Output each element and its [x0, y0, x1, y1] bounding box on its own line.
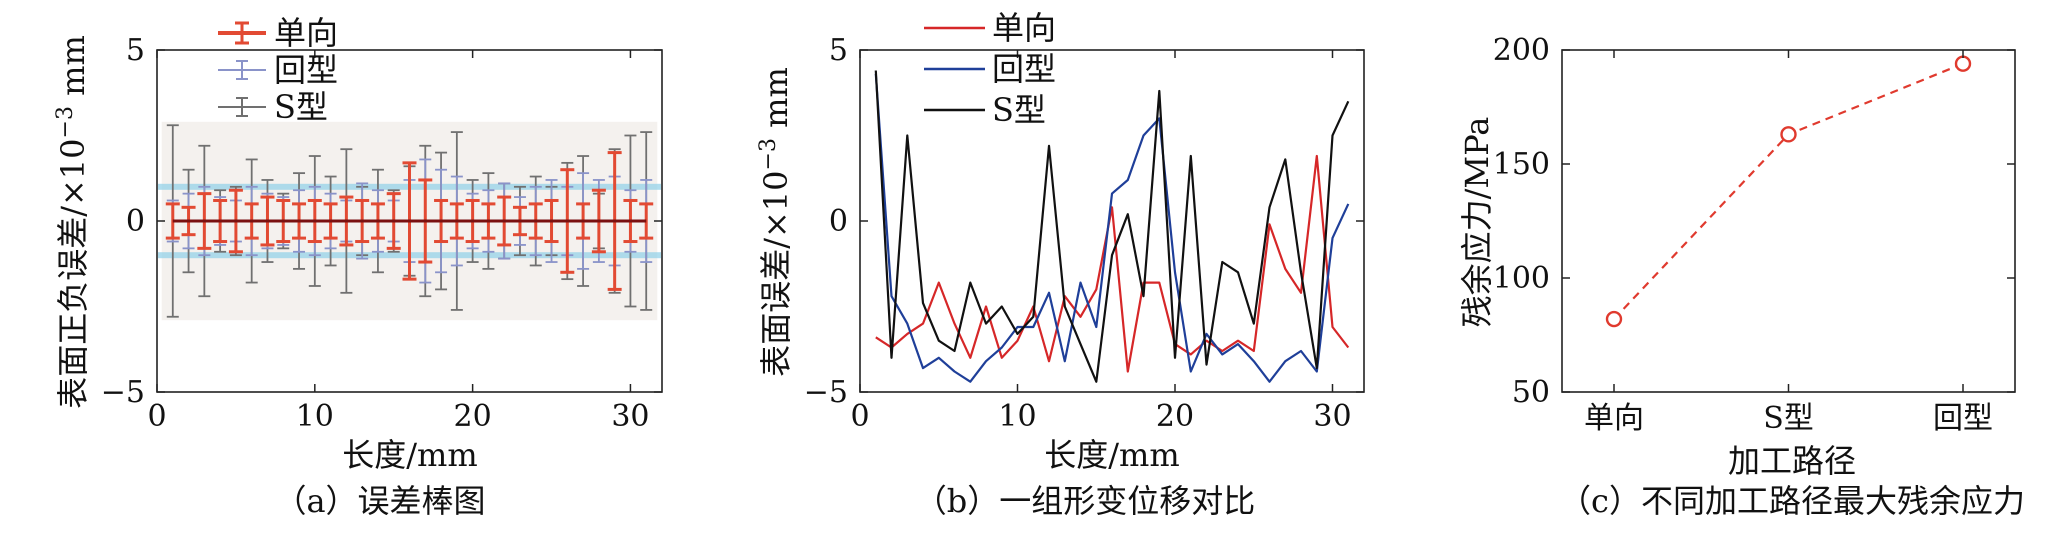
series-line: [874, 70, 1350, 383]
series-line: [874, 73, 1350, 383]
y-tick-label: 0: [829, 204, 848, 239]
legend: 单向 回型 S型: [218, 14, 338, 126]
legend: 单向 回型 S型: [924, 9, 1056, 129]
x-tick-label: 30: [611, 399, 649, 434]
x-tick-label: 回型: [1933, 401, 1993, 436]
x-tick-label: 20: [454, 399, 492, 434]
x-tick-label: S型: [1763, 401, 1814, 436]
x-tick-label: 30: [1313, 399, 1351, 434]
y-tick-label: 5: [829, 33, 848, 68]
x-tick-label: 10: [998, 399, 1036, 434]
legend-label: S型: [992, 91, 1046, 129]
x-tick-label: 单向: [1584, 401, 1644, 436]
x-axis-label: 长度/mm: [1044, 436, 1179, 474]
legend-entry: S型: [218, 88, 328, 126]
data-point: [1954, 55, 1972, 72]
plot-frame: [859, 49, 1365, 393]
y-tick-label: 200: [1493, 33, 1550, 68]
x-axis-label: 加工路径: [1728, 442, 1856, 480]
line-chart-panel: 0 10 20 30−505 长度/mm 表面误差/×10−3 mm （b）一组形变位…: [756, 9, 1365, 520]
y-tick-label: 5: [126, 33, 145, 68]
legend-entry: S型: [924, 91, 1046, 129]
legend-entry: 单向: [218, 14, 338, 52]
stress-chart-panel: 单向 S型 回型 50 100 150 200 加工路径 残余应力/MPa （c）不同加工路…: [1458, 33, 2025, 520]
y-tick-label: 150: [1493, 147, 1550, 182]
data-point: [1780, 126, 1797, 143]
legend-label: 回型: [992, 50, 1056, 88]
legend-label: 单向: [992, 9, 1056, 47]
panel-caption: （b）一组形变位移对比: [915, 482, 1256, 520]
legend-entry: 单向: [924, 9, 1056, 47]
y-tick-label: −5: [804, 375, 848, 410]
legend-entry: 回型: [924, 50, 1056, 88]
plot-frame: [1561, 49, 2016, 393]
panel-caption: （c）不同加工路径最大残余应力: [1559, 482, 2025, 520]
x-tick-label: 20: [1156, 399, 1194, 434]
series-line: [875, 154, 1350, 373]
x-tick-label: 10: [296, 399, 334, 434]
data-point: [1605, 310, 1623, 328]
y-tick-label: −5: [101, 375, 145, 410]
panel-caption: （a）误差棒图: [274, 482, 485, 520]
y-axis-label: 表面误差/×10−3 mm: [756, 67, 795, 377]
legend-label: 单向: [274, 14, 338, 52]
x-tick-label: 0: [850, 399, 869, 434]
y-tick-label: 50: [1512, 375, 1550, 410]
legend-entry: 回型: [218, 51, 338, 89]
x-axis-label: 长度/mm: [342, 436, 477, 474]
series-line: [1613, 62, 1964, 320]
y-axis-label: 表面正负误差/×10−3 mm: [53, 35, 92, 409]
errorbar-chart-panel: 0 10 20 30−505 长度/mm 表面正负误差/×10−3 mm （a）误差棒…: [53, 14, 663, 520]
y-tick-label: 0: [126, 204, 145, 239]
y-axis-label: 残余应力/MPa: [1458, 117, 1496, 328]
x-tick-label: 0: [147, 399, 166, 434]
legend-label: S型: [274, 88, 328, 126]
legend-label: 回型: [274, 51, 338, 89]
y-tick-label: 100: [1493, 261, 1550, 296]
